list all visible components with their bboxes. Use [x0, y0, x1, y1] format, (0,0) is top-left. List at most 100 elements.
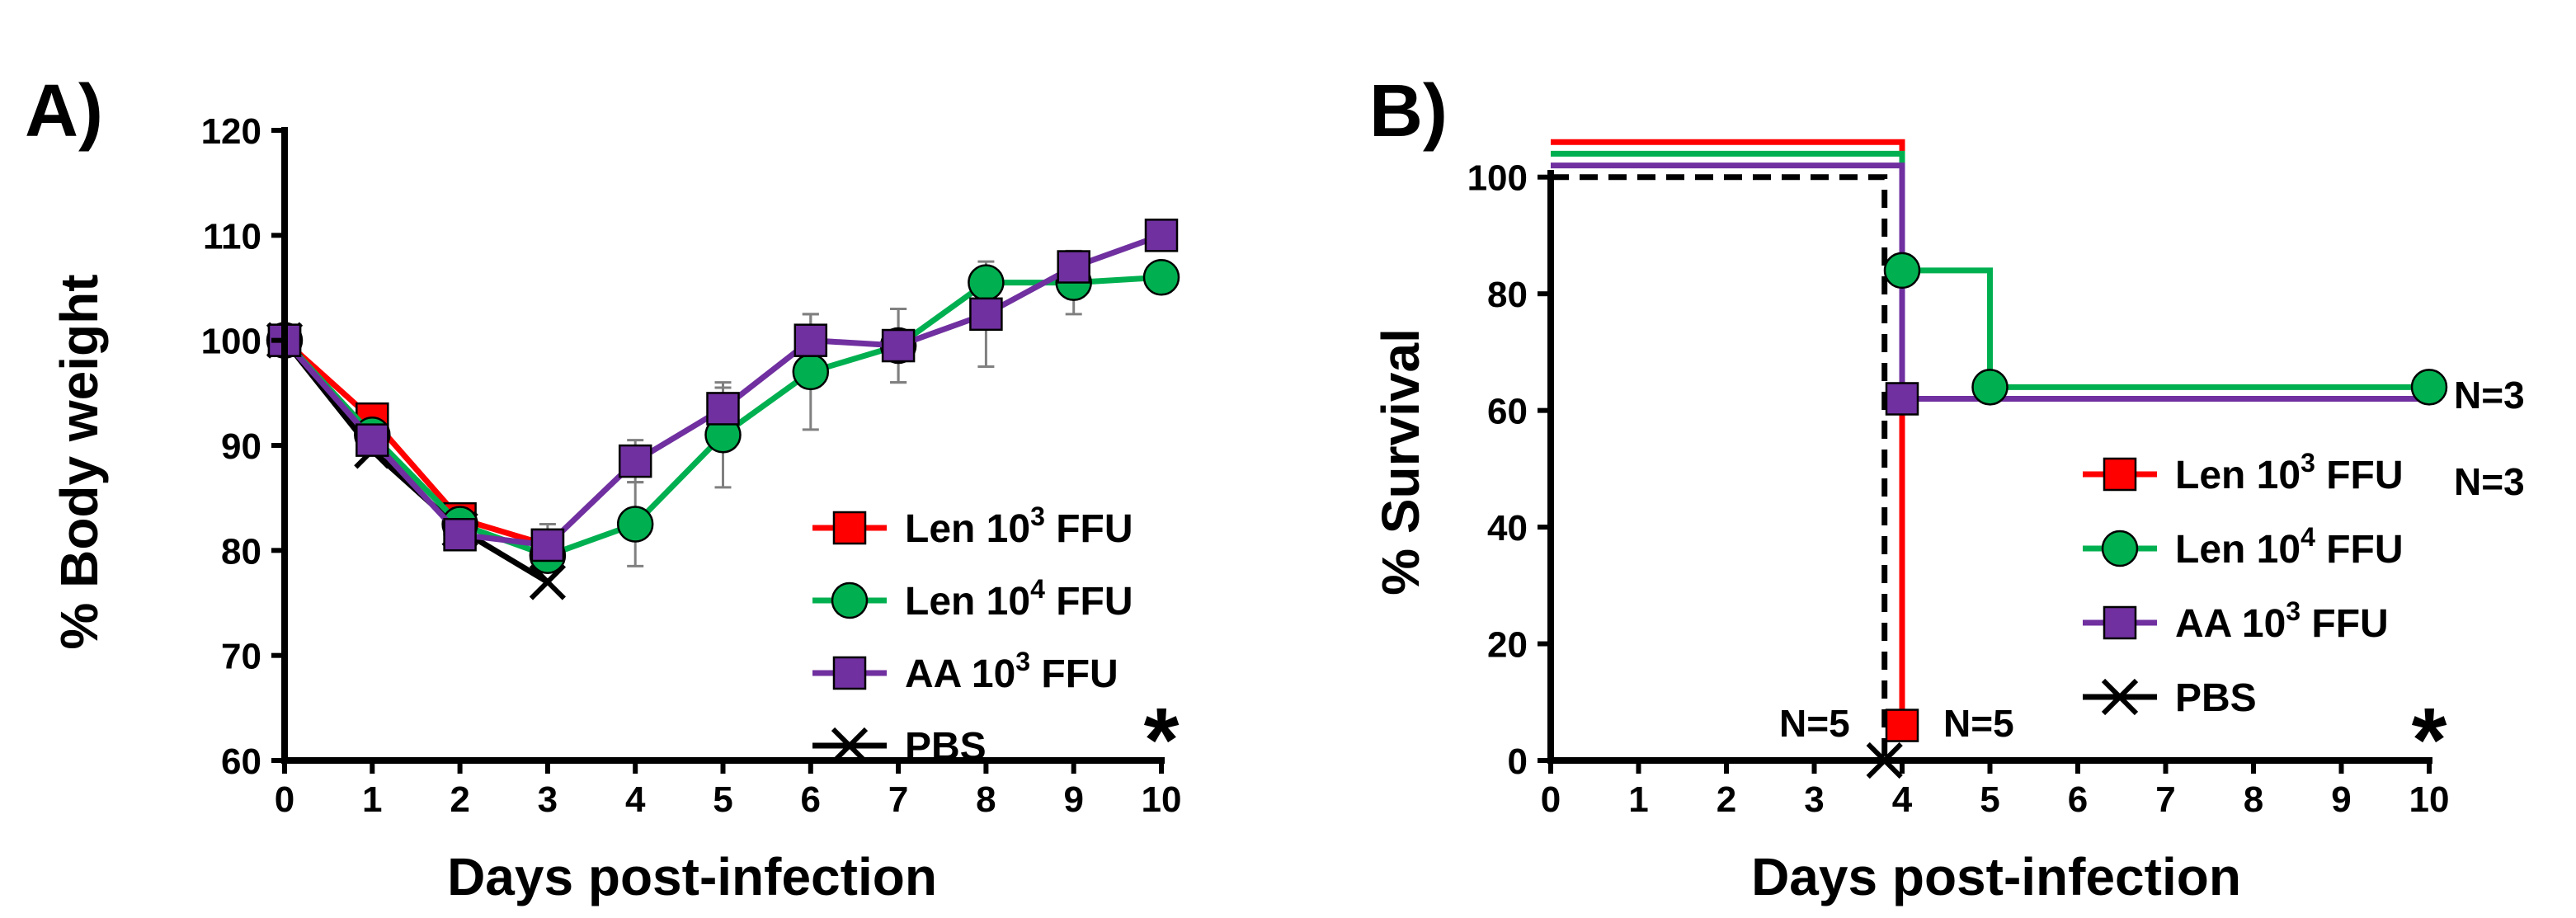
- panel-b-legend-label-tail-len3: FFU: [2315, 454, 2404, 497]
- panel-a-y-axis-title: % Body weight: [49, 274, 109, 649]
- panel-a-legend-label-sup-len3: 3: [1030, 501, 1045, 531]
- panel-a: A) % Body weight Days post-infection * 0…: [25, 70, 1181, 906]
- panel-a-x-tick-label: 2: [450, 779, 469, 820]
- panel-b-legend-marker-len4: [2101, 530, 2139, 567]
- panel-a-ticks: 0 1 2 3 4 5 6 7 8 9 10 60 70 80 90 100 110 120: [201, 111, 1182, 820]
- panel-a-x-tick-label: 3: [538, 779, 558, 820]
- panel-b-x-tick-label: 5: [1980, 779, 1999, 820]
- panel-b-legend-marker-pbs-stroke-2: [2101, 678, 2139, 716]
- panel-b-y-tick-label: 80: [1487, 275, 1528, 315]
- panel-a-point-pbs-stroke-2: [529, 563, 567, 600]
- panel-a-legend-marker-aa3: [832, 656, 867, 690]
- panel-b-y-tick-label: 100: [1467, 158, 1528, 199]
- panel-b-legend-label-aa3: AA 103 FFU: [2175, 596, 2389, 646]
- panel-a-point-aa3: [530, 528, 565, 563]
- panel-a-y-tick-label: 120: [201, 111, 261, 152]
- panel-b-x-tick-label: 0: [1541, 779, 1561, 820]
- panel-b-legend-label-main-len3: Len 10: [2175, 454, 2301, 497]
- panel-a-point-aa3: [969, 297, 1003, 332]
- panel-a-x-tick-label: 8: [976, 779, 996, 820]
- panel-b-point-len4: [2410, 369, 2448, 406]
- panel-b-point-aa3: [1885, 382, 1919, 416]
- panel-a-point-len4: [1142, 259, 1180, 296]
- panel-a-legend-label-main-len4: Len 10: [905, 580, 1030, 624]
- panel-b-x-tick-label: 10: [2409, 779, 2450, 820]
- panel-a-series-line-len3: [282, 338, 549, 548]
- panel-b-legend-label-main-pbs: PBS: [2175, 676, 2257, 720]
- panel-a-point-aa3: [1144, 219, 1179, 252]
- panel-b-y-tick-label: 40: [1487, 508, 1528, 548]
- panel-a-legend-label-tail-len4: FFU: [1045, 580, 1133, 624]
- panel-a-y-tick-label: 110: [203, 216, 261, 257]
- panel-a-legend-label-aa3: AA 103 FFU: [905, 647, 1118, 696]
- panel-a-point-len4: [968, 264, 1005, 301]
- panel-a-legend-label-tail-aa3: FFU: [1030, 652, 1118, 696]
- panel-a-legend-marker-pbs-stroke-2: [831, 727, 869, 765]
- panel-a-legend-label-main-pbs: PBS: [905, 725, 987, 769]
- panel-b-legend-label-sup-len4: 4: [2301, 522, 2315, 552]
- panel-b-x-tick-label: 3: [1804, 779, 1824, 820]
- panel-b-n-aa3-label: N=3: [2454, 460, 2525, 503]
- panel-a-y-tick-label: 80: [221, 531, 261, 572]
- panel-b-x-tick-label: 9: [2331, 779, 2351, 820]
- panel-b-legend-label-len4: Len 104 FFU: [2175, 522, 2404, 572]
- panel-b-legend-label-tail-len4: FFU: [2315, 528, 2404, 572]
- panel-a-legend-label-main-aa3: AA 10: [905, 652, 1015, 696]
- panel-a-legend-label-len3: Len 103 FFU: [905, 501, 1133, 551]
- panel-a-x-tick-label: 0: [275, 779, 294, 820]
- panel-a-legend-label-tail-len3: FFU: [1045, 507, 1133, 551]
- panel-b-n-len4-label: N=3: [2454, 374, 2525, 417]
- panel-b-significance-marker: *: [2412, 690, 2447, 791]
- panel-a-x-tick-label: 10: [1142, 779, 1182, 820]
- panel-b-n-len3-label: N=5: [1943, 702, 2014, 745]
- panel-b-point-len3: [1885, 709, 1919, 742]
- panel-a-point-pbs: [529, 563, 567, 600]
- panel-a-point-aa3: [794, 323, 828, 357]
- panel-b-point-len4: [1883, 252, 1921, 290]
- panel-b-legend-label-sup-len3: 3: [2301, 448, 2315, 478]
- panel-a-y-tick-label: 100: [201, 322, 261, 362]
- panel-b-series-line-pbs: [1551, 174, 1888, 760]
- panel-b-x-tick-label: 2: [1717, 779, 1736, 820]
- panel-a-point-aa3: [881, 328, 916, 363]
- panel-a-y-tick-label: 60: [221, 741, 261, 782]
- panel-b-legend-label-main-len4: Len 10: [2175, 528, 2301, 572]
- panel-a-x-axis-title: Days post-infection: [447, 847, 937, 906]
- panel-b-x-tick-label: 7: [2155, 779, 2175, 820]
- panel-b: B) % Survival Days post-infection * N=5 …: [1369, 70, 2525, 906]
- panel-a-x-tick-label: 6: [801, 779, 821, 820]
- panel-b-y-tick-label: 20: [1487, 625, 1528, 666]
- panel-b-legend-label-tail-aa3: FFU: [2301, 602, 2389, 646]
- panel-b-n-pbs-label: N=5: [1779, 702, 1850, 745]
- panel-a-x-tick-label: 9: [1063, 779, 1083, 820]
- panel-b-y-tick-label: 60: [1487, 392, 1528, 432]
- panel-b-legend-label-main-aa3: AA 10: [2175, 602, 2286, 646]
- panel-a-y-tick-label: 70: [221, 637, 261, 677]
- panel-a-point-len4: [616, 506, 654, 543]
- panel-a-point-aa3: [1057, 250, 1090, 284]
- panel-b-legend-marker-pbs: [2101, 678, 2139, 716]
- panel-a-point-aa3: [356, 423, 389, 457]
- panel-b-point-len4: [1971, 369, 2009, 406]
- panel-a-legend-marker-len3: [832, 511, 867, 545]
- panel-b-legend-label-len3: Len 103 FFU: [2175, 448, 2404, 497]
- panel-a-point-aa3: [618, 444, 652, 478]
- panel-b-x-tick-label: 1: [1628, 779, 1648, 820]
- panel-b-x-tick-label: 4: [1892, 779, 1913, 820]
- panel-a-point-aa3: [443, 517, 477, 552]
- panel-a-y-tick-label: 90: [221, 426, 261, 467]
- panel-a-legend-label-main-len3: Len 10: [905, 507, 1030, 551]
- panel-a-legend-marker-pbs: [831, 727, 869, 765]
- panel-a-x-tick-label: 5: [713, 779, 732, 820]
- panel-b-legend-marker-aa3: [2103, 605, 2137, 640]
- panel-b-label: B): [1369, 70, 1448, 153]
- panel-a-legend-label-sup-aa3: 3: [1015, 647, 1030, 676]
- panel-b-legend-marker-len3: [2103, 457, 2137, 492]
- panel-a-legend-label-pbs: PBS: [905, 725, 987, 769]
- panel-b-x-axis-title: Days post-infection: [1751, 847, 2241, 906]
- panel-a-point-aa3: [706, 392, 740, 426]
- panel-a-point-len4: [792, 353, 830, 391]
